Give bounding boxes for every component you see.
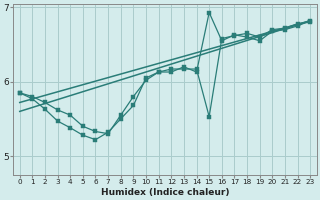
X-axis label: Humidex (Indice chaleur): Humidex (Indice chaleur): [101, 188, 229, 197]
